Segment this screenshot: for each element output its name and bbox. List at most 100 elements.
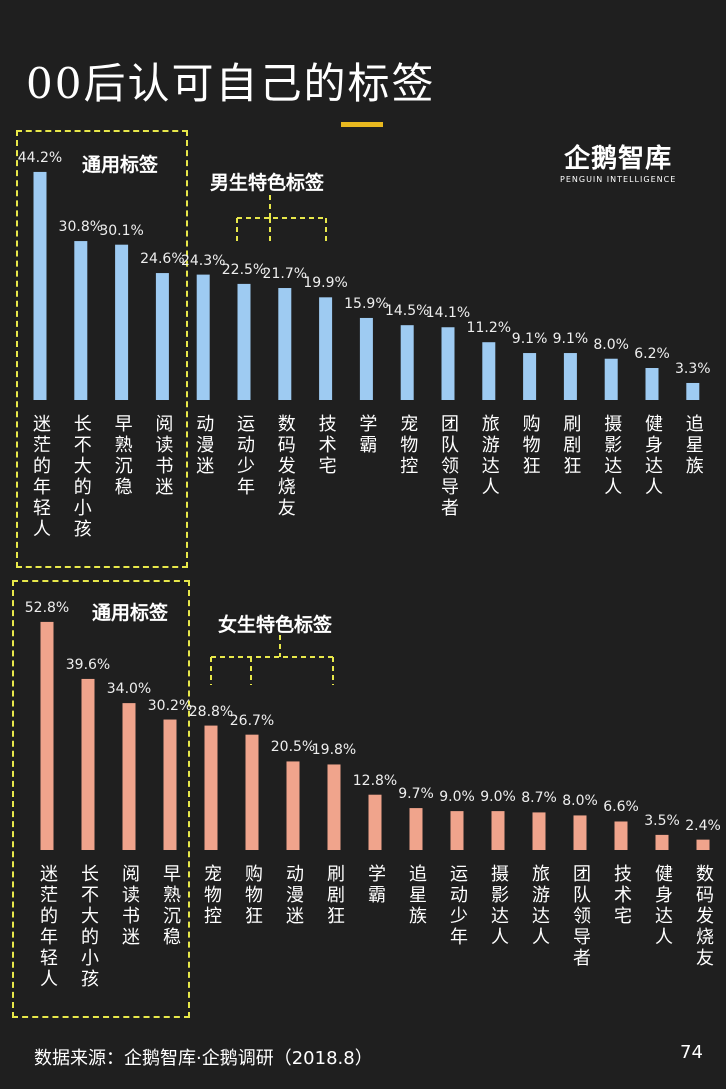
value-label: 44.2%: [17, 149, 63, 166]
value-label: 20.5%: [270, 739, 316, 756]
value-label: 2.4%: [685, 817, 721, 834]
value-label: 12.8%: [352, 772, 398, 789]
value-label: 34.0%: [106, 681, 152, 698]
value-label: 30.8%: [58, 219, 104, 236]
category-label: 迷茫的年轻人: [37, 864, 58, 990]
category-label: 刷剧狂: [324, 864, 345, 927]
category-label: 健身达人: [642, 414, 663, 498]
bar: [400, 325, 414, 400]
bar: [122, 703, 136, 850]
bar: [696, 839, 710, 850]
category-label: 追星族: [406, 864, 427, 927]
common-label-male: 通用标签: [82, 154, 159, 176]
category-label: 运动少年: [447, 864, 468, 948]
bar: [532, 812, 546, 850]
category-label: 数码发烧友: [274, 414, 296, 519]
category-label: 迷茫的年轻人: [30, 414, 51, 540]
value-label: 3.3%: [675, 360, 711, 377]
common-tags-box-male: [16, 130, 188, 568]
bar: [204, 725, 218, 850]
bar: [450, 811, 464, 850]
value-label: 22.5%: [221, 261, 267, 278]
logo-text: 企鹅智库: [564, 144, 673, 174]
value-label: 14.5%: [384, 303, 430, 320]
category-label: 阅读书迷: [119, 864, 140, 948]
bar: [614, 821, 628, 850]
category-label: 阅读书迷: [152, 414, 174, 498]
bar: [33, 171, 47, 400]
bar: [655, 834, 669, 850]
category-label: 团队领导者: [570, 864, 591, 969]
bar: [359, 317, 373, 400]
value-label: 30.1%: [99, 222, 144, 239]
value-label: 9.0%: [439, 789, 475, 806]
value-label: 6.6%: [603, 799, 639, 816]
bar: [319, 297, 333, 400]
category-label: 摄影达人: [601, 414, 623, 498]
bar: [441, 327, 455, 400]
value-label: 14.1%: [425, 305, 471, 322]
value-label: 9.1%: [552, 331, 589, 348]
category-label: 旅游达人: [529, 864, 550, 948]
bar: [327, 764, 341, 850]
bar: [286, 761, 300, 850]
value-label: 9.7%: [398, 786, 434, 803]
category-label: 旅游达人: [478, 414, 500, 498]
category-label: 健身达人: [652, 864, 673, 948]
bar: [563, 353, 577, 400]
special-label-male: 男生特色标签: [210, 172, 325, 194]
category-label: 动漫迷: [283, 864, 304, 927]
value-label: 6.2%: [634, 346, 670, 362]
bar: [645, 368, 659, 400]
page-title: 00后认可自己的标签: [26, 59, 436, 108]
bar: [115, 244, 129, 400]
category-label: 购物狂: [242, 864, 263, 927]
value-label: 9.1%: [511, 331, 548, 348]
category-label: 长不大的小孩: [70, 414, 92, 540]
value-label: 19.8%: [311, 742, 357, 759]
bar: [74, 241, 88, 400]
value-label: 15.9%: [344, 295, 389, 312]
bar: [573, 815, 587, 850]
bar: [686, 382, 700, 400]
category-label: 宠物控: [397, 414, 419, 477]
bar: [491, 811, 505, 850]
bar: [482, 342, 496, 400]
category-label: 购物狂: [519, 414, 541, 477]
value-label: 30.2%: [147, 697, 193, 714]
value-label: 19.9%: [303, 275, 348, 292]
value-label: 9.0%: [480, 789, 516, 806]
category-label: 动漫迷: [193, 414, 215, 477]
value-label: 52.8%: [24, 599, 70, 616]
category-label: 数码发烧友: [693, 864, 714, 969]
category-label: 摄影达人: [488, 864, 509, 948]
category-label: 追星族: [682, 414, 704, 477]
bar: [409, 808, 423, 850]
bar: [604, 358, 618, 400]
value-label: 8.0%: [562, 793, 598, 810]
value-label: 24.6%: [140, 251, 185, 268]
category-label: 学霸: [356, 414, 378, 456]
bar: [368, 794, 382, 850]
value-label: 8.0%: [593, 336, 629, 353]
value-label: 8.7%: [521, 790, 557, 807]
value-label: 3.5%: [644, 812, 680, 829]
category-label: 学霸: [365, 864, 386, 906]
value-label: 39.6%: [65, 656, 111, 673]
bar: [155, 273, 169, 400]
category-label: 运动少年: [234, 414, 255, 498]
special-label-female: 女生特色标签: [218, 614, 333, 636]
category-label: 长不大的小孩: [78, 864, 99, 990]
value-label: 24.3%: [180, 252, 226, 269]
category-label: 宠物控: [201, 864, 222, 927]
title-underline: [341, 122, 383, 127]
bar: [163, 719, 177, 850]
value-label: 11.2%: [466, 320, 512, 337]
category-label: 技术宅: [315, 414, 337, 477]
common-label-female: 通用标签: [92, 602, 169, 624]
bar: [278, 288, 292, 400]
bar: [81, 678, 95, 850]
bar: [196, 274, 210, 400]
